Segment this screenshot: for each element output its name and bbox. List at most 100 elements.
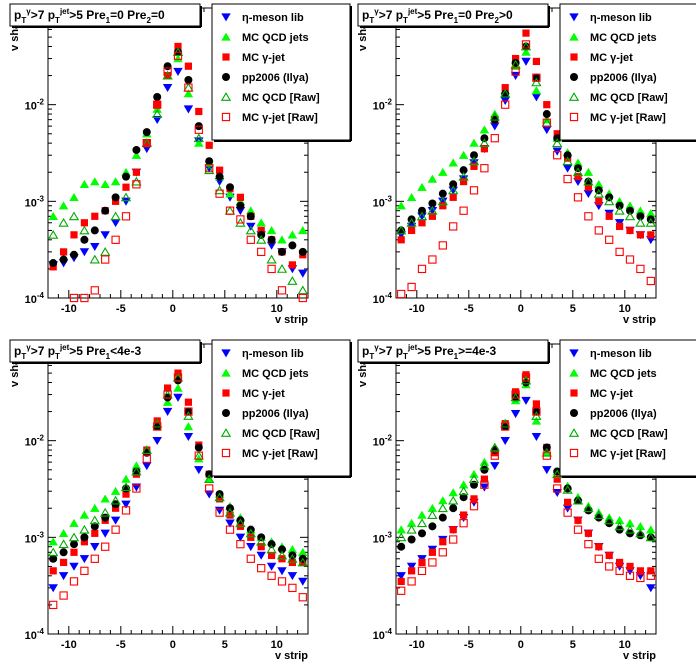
data-point — [437, 196, 448, 206]
data-point — [183, 422, 194, 431]
data-point — [480, 465, 489, 474]
data-point — [428, 548, 436, 556]
data-point — [595, 543, 603, 551]
data-point — [604, 196, 615, 206]
data-point — [132, 168, 140, 176]
data-point — [100, 231, 110, 240]
legend-label: MC γ-jet [Raw] — [590, 112, 666, 124]
data-point — [246, 543, 256, 552]
data-point — [626, 226, 634, 235]
data-point — [479, 460, 490, 470]
data-point — [490, 446, 499, 455]
data-point — [428, 199, 437, 208]
data-point — [636, 212, 645, 221]
data-point — [153, 422, 162, 431]
data-point — [479, 125, 490, 134]
data-point — [562, 164, 573, 173]
data-point — [397, 542, 406, 551]
data-point — [646, 584, 656, 593]
data-point — [512, 388, 520, 396]
data-point — [553, 134, 562, 143]
data-point — [163, 67, 172, 76]
data-point — [267, 571, 276, 580]
data-point — [397, 226, 406, 235]
data-point — [624, 524, 636, 534]
data-point — [417, 264, 427, 274]
data-point — [111, 235, 120, 244]
legend-marker — [569, 32, 579, 41]
legend-marker — [569, 448, 579, 458]
data-point — [152, 437, 162, 446]
series-3 — [397, 29, 655, 244]
legend-marker — [570, 409, 578, 417]
data-point — [79, 524, 90, 534]
data-point — [553, 151, 562, 160]
data-point — [89, 515, 100, 525]
data-point — [396, 225, 407, 235]
series-6 — [397, 40, 655, 299]
data-point — [531, 86, 542, 95]
data-point — [427, 174, 438, 183]
data-point — [69, 577, 79, 586]
y-tick-label: 10-4 — [373, 291, 393, 306]
data-point — [428, 255, 437, 264]
data-point — [298, 247, 307, 256]
data-point — [583, 167, 594, 176]
x-tick-label: 10 — [271, 639, 283, 651]
legend-marker — [221, 368, 231, 377]
data-point — [173, 383, 183, 392]
data-point — [193, 133, 204, 143]
data-point — [553, 475, 561, 483]
y-tick-label: 10-4 — [25, 627, 45, 642]
x-tick-label: 0 — [170, 303, 176, 315]
data-point — [470, 151, 478, 160]
data-point — [267, 235, 276, 244]
data-point — [164, 384, 172, 392]
data-point — [416, 518, 428, 528]
data-point — [605, 235, 614, 244]
data-point — [584, 529, 592, 537]
data-point — [235, 533, 246, 542]
data-point — [520, 41, 532, 51]
data-point — [531, 77, 542, 87]
data-point — [152, 109, 163, 118]
data-point — [406, 192, 417, 201]
data-point — [100, 494, 110, 503]
x-tick-label: -5 — [464, 303, 474, 315]
data-point — [574, 496, 582, 505]
data-point — [225, 206, 235, 215]
data-point — [646, 525, 656, 534]
data-point — [646, 533, 655, 542]
legend-label: η-meson lib — [242, 12, 304, 24]
data-point — [184, 398, 192, 406]
y-tick-label: 10-4 — [25, 291, 45, 306]
series-4 — [49, 48, 307, 268]
legend-label: pp2006 (Ilya) — [242, 408, 309, 420]
y-tick-label: 10-3 — [25, 530, 45, 545]
data-point — [542, 126, 552, 135]
data-point — [646, 571, 655, 580]
x-tick-label: -10 — [61, 303, 77, 315]
data-point — [79, 510, 90, 519]
data-point — [490, 134, 499, 143]
data-point — [501, 422, 510, 431]
data-point — [267, 540, 276, 549]
data-point — [490, 122, 500, 131]
data-point — [397, 577, 405, 586]
data-point — [501, 100, 510, 109]
data-point — [480, 164, 489, 173]
data-point — [89, 254, 100, 264]
data-point — [80, 533, 89, 542]
series-6 — [49, 373, 307, 610]
data-point — [183, 89, 194, 98]
legend-marker — [222, 73, 230, 81]
data-point — [80, 566, 89, 576]
data-point — [256, 551, 266, 560]
data-point — [397, 236, 405, 244]
series-6 — [69, 51, 307, 303]
data-point — [449, 222, 458, 231]
data-point — [112, 504, 120, 512]
data-point — [257, 563, 266, 573]
